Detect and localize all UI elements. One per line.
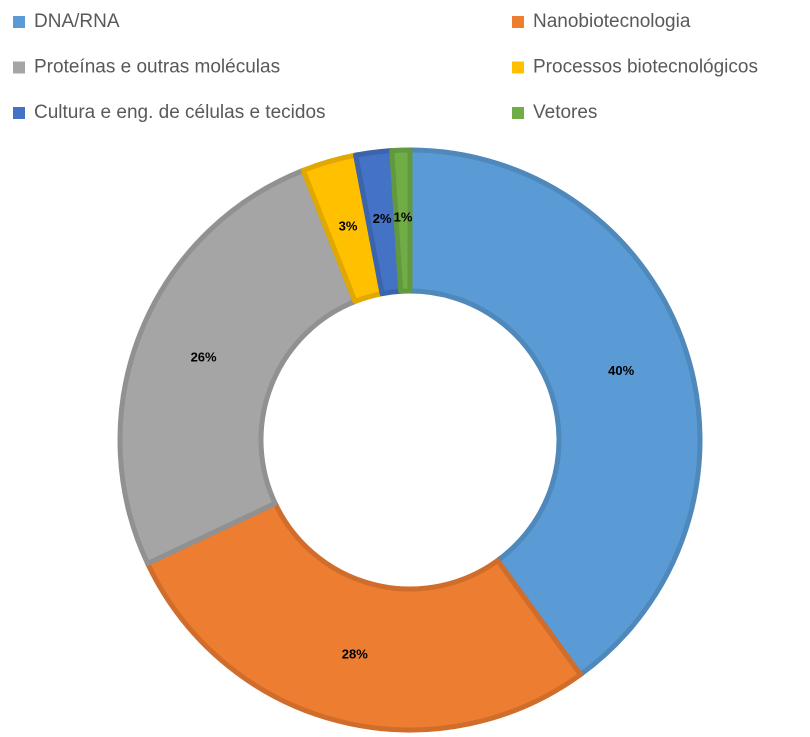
segment-outline [144,500,584,733]
segment-outline [389,147,413,294]
donut-segment [117,167,358,566]
legend-swatch [512,107,524,119]
data-label: 28% [342,646,368,661]
data-label: 3% [339,218,358,233]
legend-label: Processos biotecnológicos [533,57,758,78]
legend-swatch [512,61,524,74]
data-label: 2% [373,211,392,226]
legend-label: Cultura e eng. de células e tecidos [34,102,326,123]
segment-outline [117,167,359,567]
legend-label: Nanobiotecnologia [533,11,691,32]
legend-label: Vetores [533,102,597,123]
donut-segment [389,147,413,294]
legend-swatch [13,107,25,119]
data-label: 40% [608,363,634,378]
legend-swatch [512,16,524,28]
data-label: 26% [191,350,217,365]
data-label: 1% [394,210,413,225]
legend-label: DNA/RNA [34,11,120,32]
donut-segment [145,500,583,733]
legend-label: Proteínas e outras moléculas [34,57,280,78]
legend-swatch [13,61,25,74]
segment-outline [407,147,703,679]
legend-swatch [13,16,25,28]
donut-segment [407,147,703,678]
